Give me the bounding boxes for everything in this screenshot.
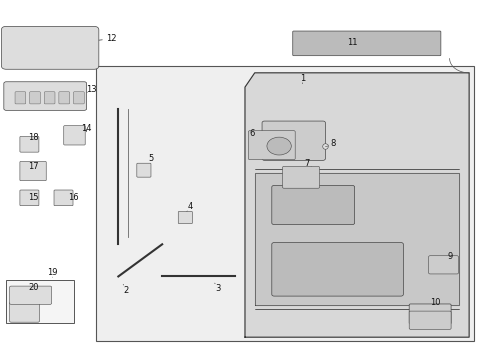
Text: 9: 9 <box>447 252 452 261</box>
FancyBboxPatch shape <box>283 166 319 188</box>
Text: 10: 10 <box>430 298 441 307</box>
FancyBboxPatch shape <box>4 82 87 111</box>
Circle shape <box>267 137 291 155</box>
FancyBboxPatch shape <box>248 131 295 159</box>
FancyBboxPatch shape <box>293 31 441 56</box>
Text: 17: 17 <box>28 162 38 171</box>
FancyBboxPatch shape <box>64 126 85 145</box>
Text: 15: 15 <box>28 193 38 202</box>
Text: 5: 5 <box>148 154 153 163</box>
Text: 1: 1 <box>300 74 305 83</box>
FancyBboxPatch shape <box>409 311 451 329</box>
Text: 8: 8 <box>330 139 335 148</box>
FancyBboxPatch shape <box>262 121 325 160</box>
Text: 20: 20 <box>29 283 39 292</box>
FancyBboxPatch shape <box>178 211 193 224</box>
Polygon shape <box>245 73 469 337</box>
FancyBboxPatch shape <box>97 66 474 341</box>
FancyBboxPatch shape <box>44 92 55 104</box>
FancyBboxPatch shape <box>20 190 39 206</box>
Text: 4: 4 <box>187 202 193 211</box>
Text: 12: 12 <box>106 35 116 44</box>
FancyBboxPatch shape <box>20 161 46 181</box>
Text: 6: 6 <box>249 129 255 138</box>
Text: 14: 14 <box>81 124 92 133</box>
FancyBboxPatch shape <box>1 26 99 69</box>
FancyBboxPatch shape <box>59 92 70 104</box>
FancyBboxPatch shape <box>409 304 451 324</box>
Text: 7: 7 <box>304 159 310 168</box>
FancyBboxPatch shape <box>429 256 459 274</box>
FancyBboxPatch shape <box>10 286 51 304</box>
Text: 13: 13 <box>86 85 97 94</box>
FancyBboxPatch shape <box>6 280 74 323</box>
FancyBboxPatch shape <box>74 92 84 104</box>
Text: 18: 18 <box>28 132 38 141</box>
FancyBboxPatch shape <box>10 302 39 322</box>
Text: 19: 19 <box>48 268 58 277</box>
FancyBboxPatch shape <box>272 243 403 296</box>
Text: 11: 11 <box>347 38 357 47</box>
FancyBboxPatch shape <box>20 136 39 152</box>
Text: 2: 2 <box>123 286 128 295</box>
FancyBboxPatch shape <box>15 92 26 104</box>
Text: 3: 3 <box>216 284 221 293</box>
FancyBboxPatch shape <box>272 185 355 225</box>
FancyBboxPatch shape <box>30 92 40 104</box>
Text: 16: 16 <box>68 193 79 202</box>
FancyBboxPatch shape <box>54 190 73 206</box>
FancyBboxPatch shape <box>137 163 151 177</box>
Polygon shape <box>255 173 460 305</box>
